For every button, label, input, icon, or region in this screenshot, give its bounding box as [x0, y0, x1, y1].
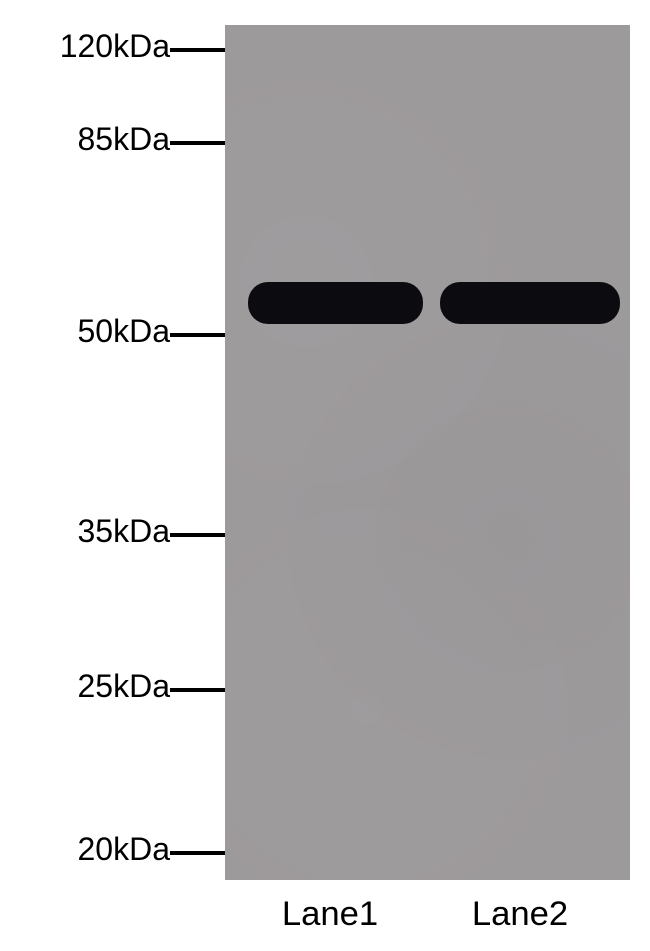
lane-label: Lane1 [282, 895, 378, 934]
blot-membrane [225, 25, 630, 880]
marker-tick [170, 333, 225, 337]
protein-band [440, 282, 620, 324]
marker-tick [170, 141, 225, 145]
marker-tick [170, 48, 225, 52]
western-blot-figure: 120kDa 85kDa 50kDa 35kDa 25kDa 20kDa Lan… [0, 0, 650, 951]
marker-tick [170, 851, 225, 855]
marker-tick [170, 688, 225, 692]
protein-band [248, 282, 423, 324]
marker-label: 85kDa [78, 121, 171, 158]
marker-label: 20kDa [78, 831, 171, 868]
marker-label: 50kDa [78, 313, 171, 350]
marker-label: 25kDa [78, 668, 171, 705]
lane-label: Lane2 [472, 895, 568, 934]
marker-label: 35kDa [78, 513, 171, 550]
marker-tick [170, 533, 225, 537]
marker-label: 120kDa [60, 28, 170, 65]
